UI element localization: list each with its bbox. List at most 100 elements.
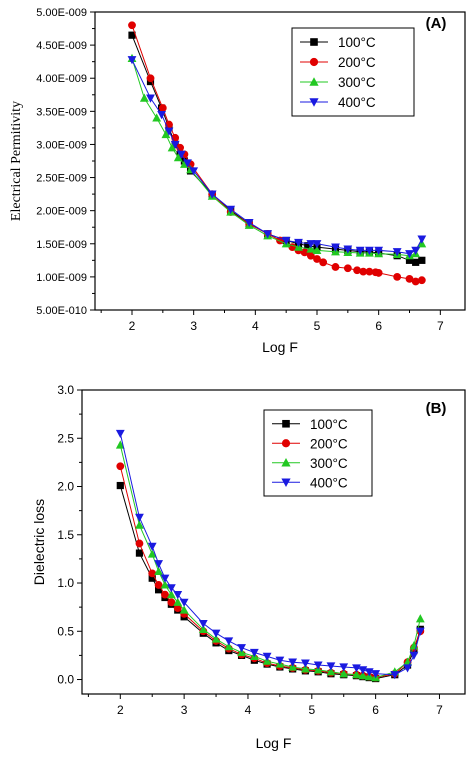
data-point — [115, 429, 125, 439]
y-tick-label: 2.5 — [57, 431, 74, 445]
data-point — [224, 637, 234, 646]
data-point — [207, 190, 217, 199]
data-point — [154, 560, 163, 569]
data-point — [313, 255, 321, 263]
legend-label: 200°C — [338, 55, 376, 70]
data-point — [353, 266, 361, 275]
data-point — [411, 246, 421, 255]
legend-marker — [282, 419, 290, 428]
y-axis-label: Dielectric loss — [31, 499, 47, 585]
data-point — [417, 235, 427, 244]
data-point — [155, 586, 163, 594]
data-point — [128, 21, 136, 30]
data-point — [166, 589, 176, 599]
data-point — [173, 597, 183, 606]
data-point — [146, 74, 155, 83]
data-point — [167, 143, 177, 152]
x-tick-label: 5 — [314, 319, 321, 333]
data-point — [179, 598, 189, 607]
data-point — [392, 248, 402, 257]
data-point — [301, 664, 310, 673]
legend-label: 200°C — [310, 436, 348, 451]
data-point — [313, 661, 323, 670]
data-point — [339, 669, 349, 678]
data-point — [294, 238, 303, 248]
data-point — [160, 574, 170, 583]
legend-label: 400°C — [338, 95, 376, 110]
data-point — [319, 258, 328, 267]
data-point — [393, 272, 402, 281]
data-point — [288, 658, 298, 667]
data-point — [249, 648, 259, 658]
data-point — [146, 94, 155, 103]
series-line — [119, 444, 421, 679]
data-point — [198, 619, 208, 629]
data-point — [198, 624, 208, 633]
data-point — [390, 671, 400, 680]
legend-marker — [309, 77, 319, 86]
y-tick-label: 1.00E-009 — [36, 272, 87, 284]
data-point — [226, 205, 236, 214]
y-tick-label: 3.00E-009 — [36, 139, 87, 151]
x-tick-label: 6 — [375, 319, 382, 333]
y-tick-label: 5.00E-009 — [36, 7, 87, 19]
y-axis-label: Electrical Permitivity — [9, 101, 24, 221]
data-point — [173, 153, 183, 162]
data-point — [176, 150, 186, 159]
data-point — [224, 642, 234, 651]
data-point — [160, 580, 170, 589]
legend: 100°C 200°C 300°C 400°C — [291, 27, 415, 117]
data-point — [173, 604, 182, 613]
data-point — [148, 574, 156, 582]
data-point — [157, 111, 166, 120]
y-tick-label: 3.50E-009 — [36, 106, 87, 118]
series-3 — [115, 429, 425, 680]
data-point — [152, 113, 162, 122]
data-point — [275, 656, 285, 665]
data-point — [312, 245, 322, 254]
data-point — [183, 159, 192, 168]
data-point — [262, 652, 272, 661]
data-point — [411, 277, 420, 286]
legend-label: 100°C — [338, 35, 376, 50]
data-point — [164, 127, 174, 136]
data-point — [405, 250, 414, 259]
y-tick-label: 3.0 — [57, 383, 74, 397]
data-point — [135, 549, 144, 557]
series-3 — [127, 56, 427, 259]
data-point — [365, 267, 374, 276]
y-tick-label: 0.0 — [57, 673, 74, 687]
data-point — [326, 667, 336, 676]
data-point — [154, 581, 163, 589]
series-line — [119, 466, 421, 679]
data-point — [359, 267, 368, 276]
data-point — [116, 462, 125, 471]
y-tick-label: 1.5 — [57, 528, 74, 542]
data-point — [415, 627, 425, 636]
data-point — [343, 264, 352, 273]
data-point — [170, 140, 180, 150]
y-tick-label: 2.0 — [57, 480, 74, 494]
x-tick-label: 4 — [252, 319, 259, 333]
series-line — [119, 433, 421, 676]
panel-label: (B) — [426, 400, 447, 417]
data-point — [403, 664, 412, 673]
data-point — [127, 56, 137, 65]
x-tick-label: 6 — [372, 703, 379, 717]
data-point — [412, 258, 420, 266]
data-point — [304, 242, 312, 250]
chart-b: 2 3 4 5 6 7 0.0 0.5 1.0 1.5 2.0 2.5 3.0 Log F Dielectr… — [31, 383, 466, 751]
y-tick-label: 5.00E-010 — [36, 305, 87, 317]
legend-marker — [309, 57, 319, 67]
data-point — [339, 663, 349, 672]
data-point — [405, 274, 414, 283]
data-point — [374, 269, 383, 277]
data-point — [211, 629, 221, 638]
data-point — [189, 167, 199, 176]
data-point — [115, 440, 125, 449]
series-0 — [116, 481, 424, 683]
y-tick-label: 2.00E-009 — [36, 206, 87, 218]
chart-a: 2 3 4 5 6 7 5.00E-010 1.00E-009 1.50E-009 2.00E-0… — [9, 7, 466, 355]
legend-label: 100°C — [310, 417, 348, 432]
data-point — [409, 651, 419, 660]
